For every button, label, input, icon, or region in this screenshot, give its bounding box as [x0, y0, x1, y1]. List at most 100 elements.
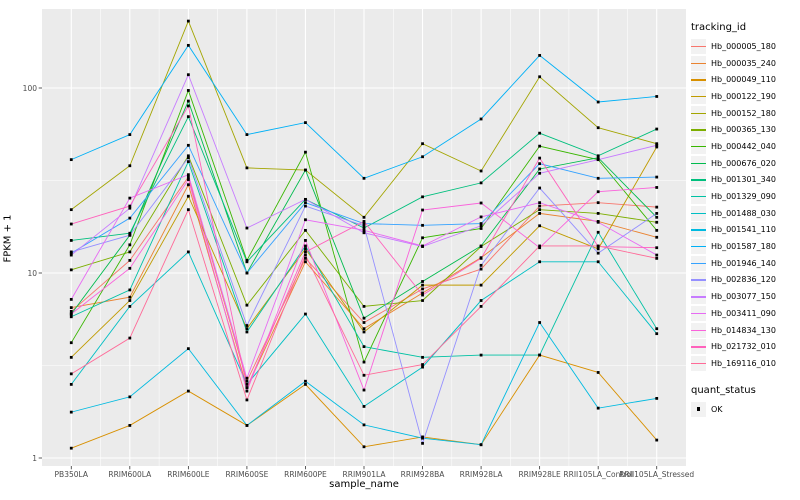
data-point-marker [538, 144, 542, 148]
legend-item-Hb_001329_090: Hb_001329_090 [691, 188, 799, 205]
data-point-marker [245, 386, 249, 390]
data-point-marker [655, 127, 659, 131]
legend-label: Hb_000049_110 [711, 75, 776, 85]
data-point-marker [245, 376, 249, 380]
data-point-marker [245, 327, 249, 331]
data-point-marker [362, 388, 366, 392]
data-point-marker [596, 156, 600, 160]
data-point-marker [655, 253, 659, 257]
data-point-marker [655, 143, 659, 147]
legend-label: Hb_021732_010 [711, 342, 776, 352]
legend-item-Hb_000152_180: Hb_000152_180 [691, 105, 799, 122]
data-point-marker [69, 239, 73, 242]
legend-key-swatch [691, 322, 706, 338]
data-point-marker [362, 345, 366, 349]
data-point-marker [304, 168, 307, 172]
data-point-marker [128, 295, 132, 299]
x-tick-label-RRIM928LA: RRIM928LA [459, 470, 503, 479]
data-point-marker [186, 194, 190, 198]
data-point-marker [128, 204, 132, 208]
data-point-marker [655, 327, 659, 331]
data-point-marker [128, 258, 132, 262]
legend-line-icon [691, 79, 706, 81]
data-point-marker [128, 250, 132, 254]
data-point-marker [69, 315, 73, 319]
data-point-marker [186, 178, 190, 181]
legend-label: Hb_014834_130 [711, 325, 776, 335]
legend-item-Hb_000035_240: Hb_000035_240 [691, 55, 799, 72]
legend-label: Hb_001301_340 [711, 175, 776, 185]
data-point-marker [304, 250, 307, 254]
data-point-marker [362, 327, 366, 331]
legend-title-quant-status: quant_status [691, 384, 756, 396]
data-point-marker [538, 211, 542, 215]
data-point-marker [304, 260, 307, 264]
data-point-marker [128, 395, 132, 399]
legend-key-swatch [691, 189, 706, 205]
legend-label: Hb_000005_180 [711, 41, 776, 51]
legend-key-swatch [691, 272, 706, 288]
data-point-marker [596, 260, 600, 264]
legend-key-swatch [691, 239, 706, 255]
data-point-marker [538, 201, 542, 205]
legend-line-icon [691, 312, 706, 315]
data-point-marker [655, 175, 659, 179]
legend-label: Hb_003411_090 [711, 308, 776, 318]
data-point-marker [245, 133, 249, 136]
data-point-marker [362, 316, 366, 320]
data-point-marker [362, 226, 366, 230]
legend-key-swatch [691, 105, 706, 121]
x-tick-label-RRIM928LE: RRIM928LE [518, 470, 561, 479]
data-point-marker [421, 293, 424, 297]
data-point-marker [245, 389, 249, 393]
data-point-marker [245, 303, 249, 307]
data-point-marker [596, 211, 600, 215]
legend-line-icon [691, 279, 706, 281]
data-point-marker [128, 206, 132, 210]
legend-key-swatch [691, 222, 706, 238]
data-point-marker [479, 215, 483, 219]
data-point-marker [362, 215, 366, 219]
legend-label: Hb_000676_020 [711, 158, 776, 168]
data-point-marker [362, 222, 366, 225]
data-point-marker [362, 224, 366, 228]
data-point-marker [186, 43, 190, 47]
legend-key-swatch [691, 172, 706, 188]
legend-line-icon [691, 246, 706, 248]
legend-item-Hb_014834_130: Hb_014834_130 [691, 322, 799, 339]
legend-key-swatch [691, 305, 706, 321]
data-point-marker [304, 382, 307, 386]
x-tick-label-PB350LA: PB350LA [54, 470, 88, 479]
legend-item-Hb_000365_130: Hb_000365_130 [691, 121, 799, 138]
data-point-marker [69, 297, 73, 301]
data-point-marker [304, 256, 307, 260]
legend-line-icon [691, 362, 706, 365]
legend-item-Hb_003411_090: Hb_003411_090 [691, 305, 799, 322]
legend-key-swatch [691, 38, 706, 54]
data-point-marker [186, 19, 190, 23]
data-point-marker [304, 121, 307, 125]
legend-item-Hb_021732_010: Hb_021732_010 [691, 338, 799, 355]
data-point-marker [596, 247, 600, 251]
data-point-marker [479, 283, 483, 287]
legend-item-Hb_000049_110: Hb_000049_110 [691, 71, 799, 88]
data-point-marker [596, 154, 600, 158]
data-point-marker [596, 158, 600, 162]
data-point-marker [655, 145, 659, 149]
data-point-marker [69, 222, 73, 226]
data-point-marker [655, 215, 659, 219]
data-point-marker [304, 239, 307, 242]
legend-line-icon [691, 212, 706, 215]
data-point-marker [538, 260, 542, 264]
data-point-marker [128, 216, 132, 220]
data-point-marker [362, 304, 366, 308]
data-point-marker [655, 142, 659, 146]
legend-label: Hb_000122_190 [711, 91, 776, 101]
data-point-marker [538, 244, 542, 248]
data-point-marker [362, 360, 366, 364]
data-point-marker [538, 156, 542, 160]
data-point-marker [596, 251, 600, 255]
data-point-marker [304, 379, 307, 383]
data-point-marker [69, 250, 73, 254]
